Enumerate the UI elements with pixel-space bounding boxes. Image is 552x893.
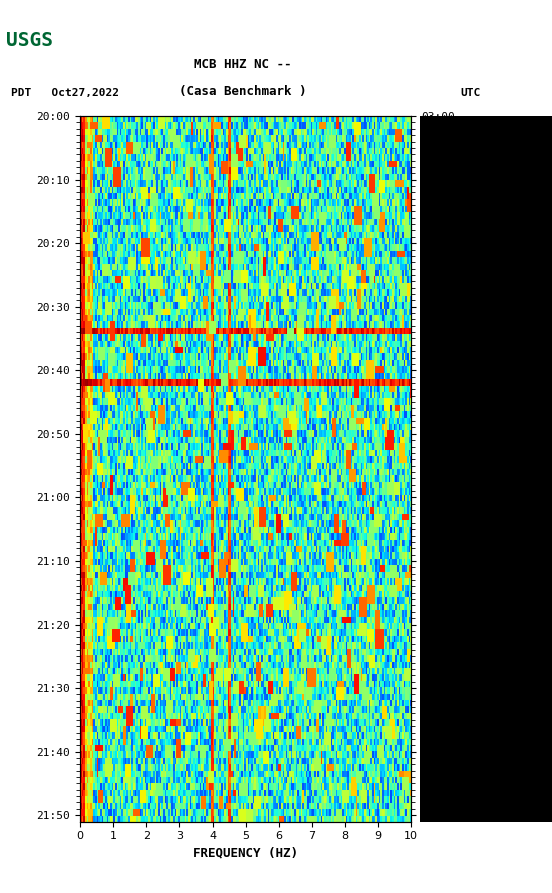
Text: USGS: USGS xyxy=(6,31,52,50)
Text: (Casa Benchmark ): (Casa Benchmark ) xyxy=(179,85,306,98)
Text: MCB HHZ NC --: MCB HHZ NC -- xyxy=(194,58,291,71)
Text: UTC: UTC xyxy=(460,88,480,98)
Text: PDT   Oct27,2022: PDT Oct27,2022 xyxy=(11,88,119,98)
X-axis label: FREQUENCY (HZ): FREQUENCY (HZ) xyxy=(193,847,298,860)
